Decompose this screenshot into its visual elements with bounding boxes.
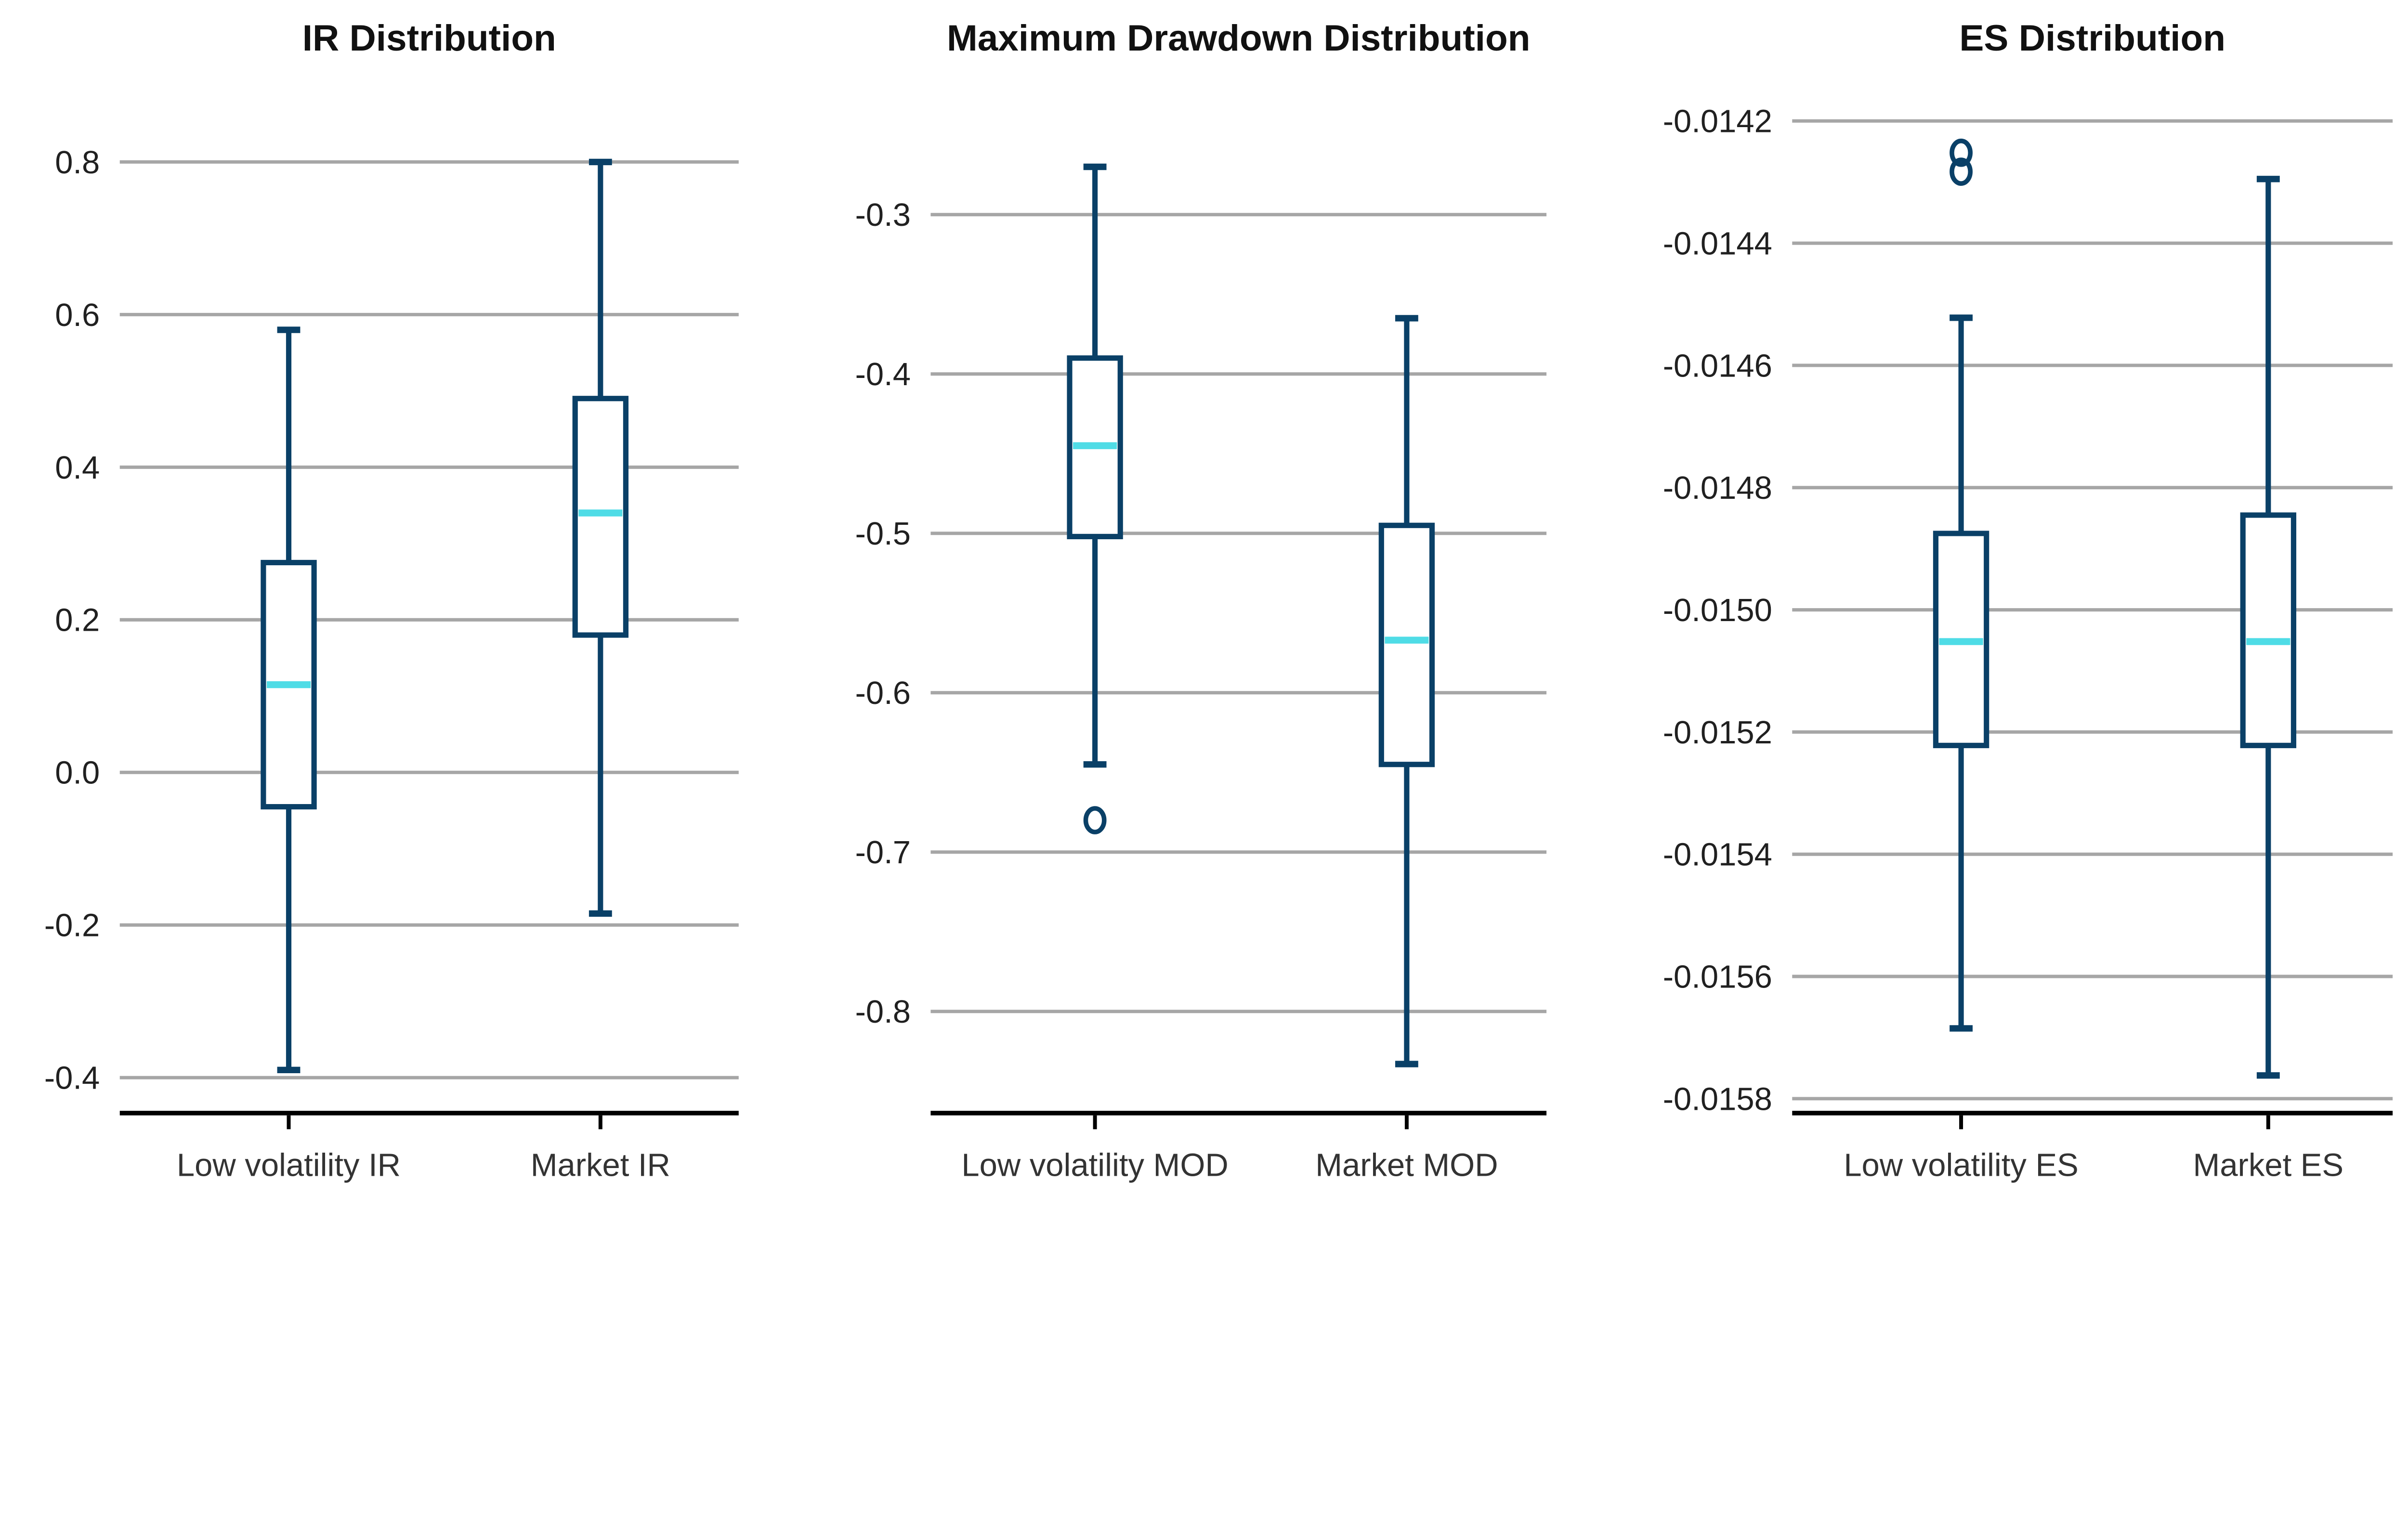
box-group-1 [1378, 315, 1435, 1067]
y-tick-label: 0.4 [55, 450, 100, 486]
y-tick-label: -0.7 [855, 834, 911, 870]
box-group-1 [2240, 176, 2297, 1079]
box-group-0 [1933, 138, 1989, 1032]
chart-title: ES Distribution [1959, 18, 2225, 59]
y-tick-label: 0.0 [55, 755, 100, 791]
outlier-point [1950, 157, 1973, 186]
figure: 0.8 0.6 0.4 0.2 0.0 -0.2 -0.4 Low volatility IR… [44, 18, 2393, 1183]
boxplot-canvas: 0.8 0.6 0.4 0.2 0.0 -0.2 -0.4 Low volatility IR… [44, 18, 2393, 1183]
box-group-0 [1067, 163, 1123, 834]
chart-panel-1: -0.3 -0.4 -0.5 -0.6 -0.7 -0.8 Low volatility M… [855, 18, 1547, 1183]
y-tick-label: -0.0158 [1663, 1081, 1772, 1117]
y-tick-label: -0.0148 [1663, 470, 1772, 506]
x-category-label: Low volatility ES [1844, 1147, 2078, 1183]
y-tick-label: -0.3 [855, 197, 911, 233]
chart-title: Maximum Drawdown Distribution [947, 18, 1531, 59]
outlier-point [1083, 806, 1107, 834]
y-tick-label: -0.4 [855, 356, 911, 392]
box-group-0 [261, 326, 317, 1074]
y-tick-label: -0.2 [44, 908, 100, 944]
x-category-label: Market IR [531, 1147, 670, 1183]
box [1378, 522, 1435, 767]
y-tick-label: -0.0154 [1663, 837, 1772, 873]
y-tick-label: 0.2 [55, 602, 100, 638]
y-tick-label: 0.8 [55, 144, 100, 181]
y-tick-label: -0.0146 [1663, 348, 1772, 384]
x-category-label: Market MOD [1315, 1147, 1498, 1183]
chart-title: IR Distribution [302, 18, 556, 59]
box [572, 396, 629, 638]
box [2240, 512, 2297, 748]
y-tick-label: -0.6 [855, 675, 911, 711]
y-tick-label: -0.0150 [1663, 592, 1772, 628]
chart-panel-2: -0.0142 -0.0144 -0.0146 -0.0148 -0.0150 -0.01… [1663, 18, 2393, 1183]
y-tick-label: 0.6 [55, 297, 100, 333]
y-tick-label: -0.8 [855, 994, 911, 1030]
chart-panel-0: 0.8 0.6 0.4 0.2 0.0 -0.2 -0.4 Low volatility IR… [44, 18, 739, 1183]
y-tick-label: -0.0142 [1663, 104, 1772, 140]
outlier-point [1950, 138, 1973, 167]
y-tick-label: -0.0152 [1663, 715, 1772, 751]
y-tick-label: -0.5 [855, 516, 911, 552]
y-tick-label: -0.0156 [1663, 959, 1772, 995]
box-group-1 [572, 158, 629, 917]
x-category-label: Market ES [2193, 1147, 2344, 1183]
y-tick-label: -0.0144 [1663, 226, 1772, 262]
x-category-label: Low volatility IR [177, 1147, 401, 1183]
x-category-label: Low volatility MOD [961, 1147, 1228, 1183]
y-tick-label: -0.4 [44, 1060, 100, 1096]
